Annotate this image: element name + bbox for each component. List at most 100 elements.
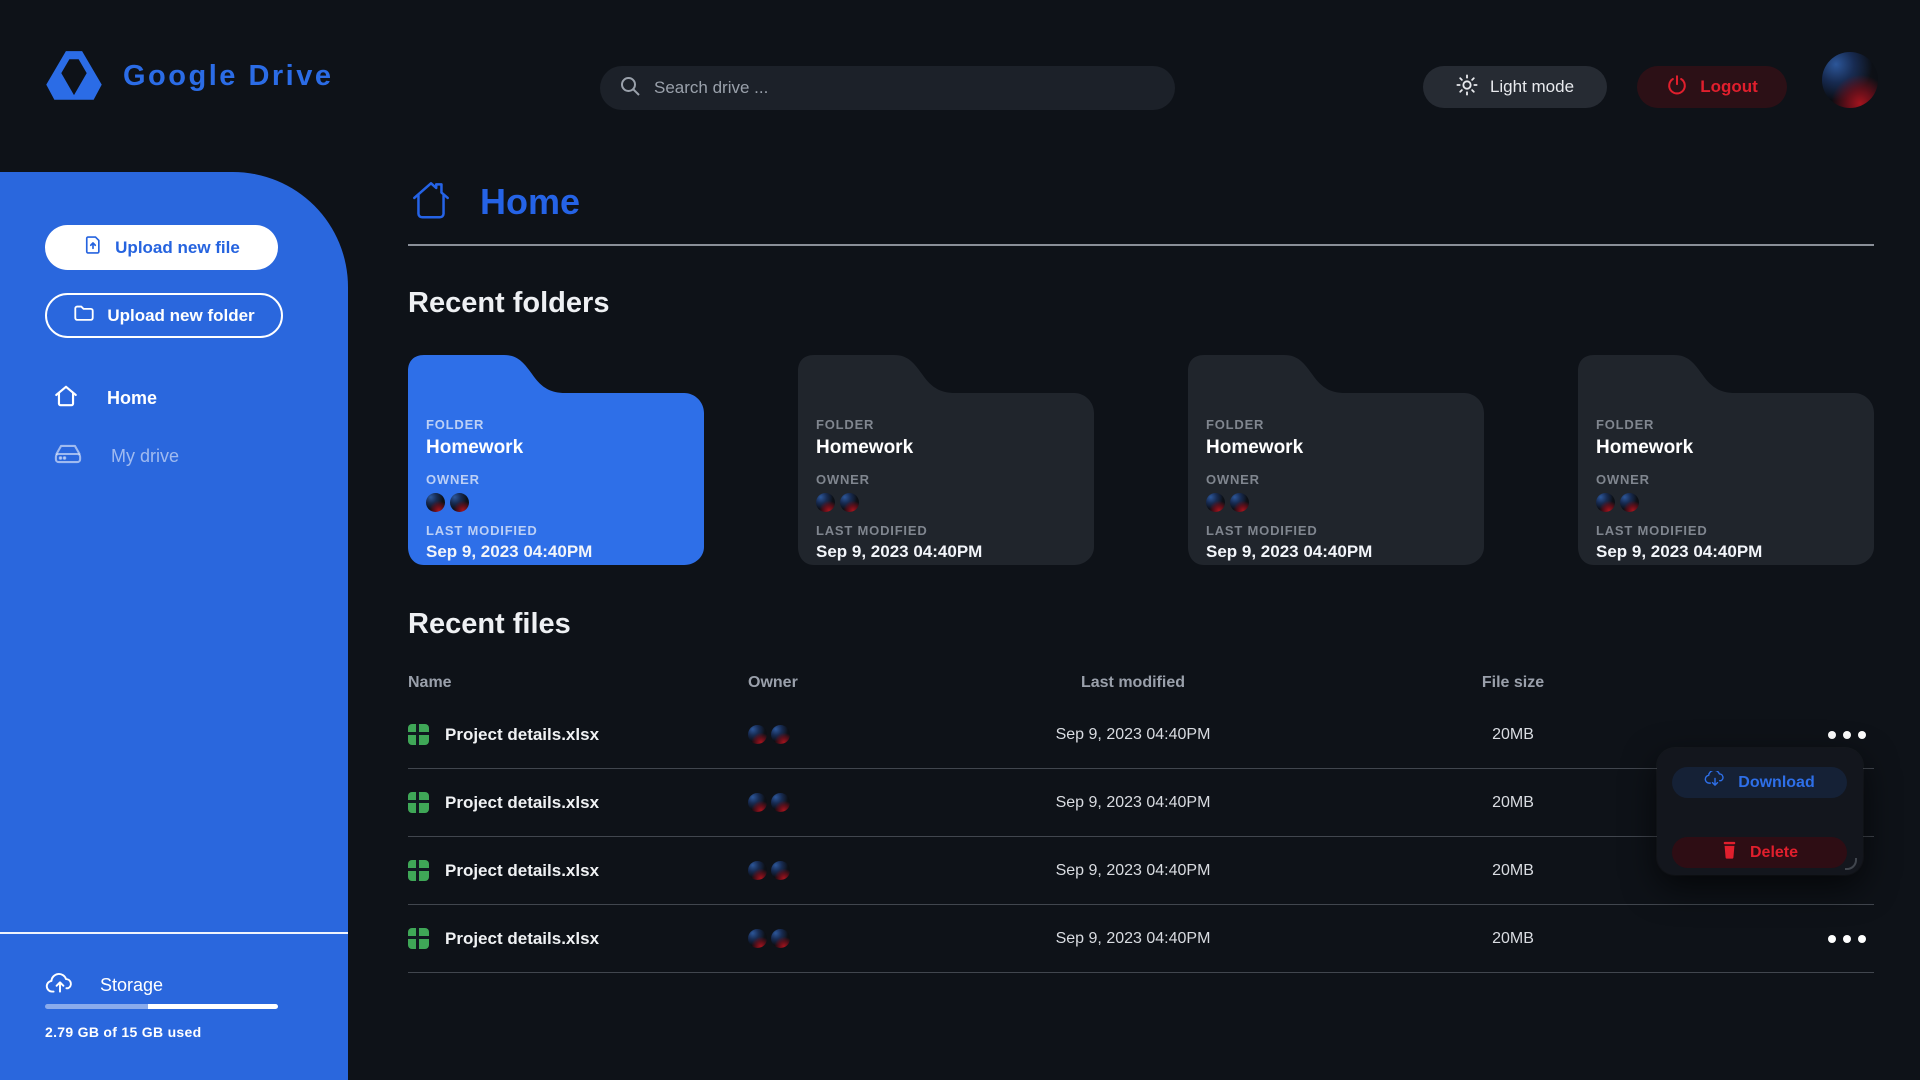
owner-avatar xyxy=(748,725,767,744)
trash-icon xyxy=(1721,841,1738,864)
file-upload-icon xyxy=(83,235,103,260)
folder-modified-value: Sep 9, 2023 04:40PM xyxy=(1206,542,1373,561)
power-icon xyxy=(1666,74,1688,101)
owner-avatar xyxy=(450,493,469,512)
file-name: Project details.xlsx xyxy=(445,724,600,744)
file-owners xyxy=(748,929,888,948)
file-modified: Sep 9, 2023 04:40PM xyxy=(1055,725,1211,743)
delete-label: Delete xyxy=(1749,843,1799,861)
storage-progress-bar xyxy=(45,1004,278,1009)
folder-owner-label: OWNER xyxy=(816,472,870,487)
owner-avatar xyxy=(771,929,790,948)
spreadsheet-icon xyxy=(408,928,429,949)
file-owners xyxy=(748,861,888,880)
folder-owner-label: OWNER xyxy=(1596,472,1650,487)
file-owners xyxy=(748,793,888,812)
owner-avatar xyxy=(840,493,859,512)
sidebar-item-home[interactable]: Home xyxy=(53,383,157,414)
brand-name: Google Drive xyxy=(123,59,334,92)
search-icon xyxy=(618,74,642,103)
folder-card[interactable]: FOLDER Homework OWNER LAST MODIFIED Sep … xyxy=(1578,355,1874,565)
folder-type-label: FOLDER xyxy=(426,417,485,432)
folder-shape xyxy=(1578,355,1874,565)
owner-avatar xyxy=(748,861,767,880)
folder-owners xyxy=(1206,493,1484,512)
owner-avatar xyxy=(771,725,790,744)
folder-card[interactable]: FOLDER Homework OWNER LAST MODIFIED Sep … xyxy=(408,355,704,565)
table-row[interactable]: Project details.xlsx Sep 9, 2023 04:40PM… xyxy=(408,769,1874,837)
folder-owner-label: OWNER xyxy=(426,472,480,487)
folder-owners xyxy=(1596,493,1874,512)
owner-avatar xyxy=(1206,493,1225,512)
folder-shape xyxy=(798,355,1094,565)
cloud-upload-icon xyxy=(45,971,75,1000)
search-bar[interactable] xyxy=(600,66,1175,110)
folder-modified-value: Sep 9, 2023 04:40PM xyxy=(426,542,593,561)
folder-card[interactable]: FOLDER Homework OWNER LAST MODIFIED Sep … xyxy=(798,355,1094,565)
table-header-row: Name Owner Last modified File size xyxy=(408,665,1874,701)
folder-modified-value: Sep 9, 2023 04:40PM xyxy=(816,542,983,561)
file-owners xyxy=(748,725,888,744)
storage-bar-free xyxy=(147,1004,278,1009)
spreadsheet-icon xyxy=(408,724,429,745)
owner-avatar xyxy=(748,793,767,812)
delete-button[interactable]: Delete xyxy=(1672,837,1847,868)
folder-type-label: FOLDER xyxy=(1206,417,1265,432)
user-avatar[interactable] xyxy=(1822,52,1878,108)
table-row[interactable]: Project details.xlsx Sep 9, 2023 04:40PM… xyxy=(408,905,1874,973)
folder-owners xyxy=(816,493,1094,512)
sidebar-item-my-drive-label: My drive xyxy=(111,446,180,466)
owner-avatar xyxy=(771,793,790,812)
sidebar: Upload new file Upload new folder Home xyxy=(0,172,348,1080)
file-name: Project details.xlsx xyxy=(445,860,600,880)
sidebar-item-home-label: Home xyxy=(107,388,158,408)
owner-avatar xyxy=(1620,493,1639,512)
row-actions-menu-button[interactable] xyxy=(1828,934,1874,943)
logout-button[interactable]: Logout xyxy=(1637,66,1787,108)
download-label: Download xyxy=(1738,773,1815,791)
download-button[interactable]: Download xyxy=(1672,767,1847,798)
search-input[interactable] xyxy=(654,78,1157,98)
folder-modified-label: LAST MODIFIED xyxy=(1596,523,1708,538)
page-title: Home xyxy=(408,176,580,227)
recent-files-table: Name Owner Last modified File size Proje… xyxy=(408,665,1874,973)
folder-modified-label: LAST MODIFIED xyxy=(816,523,928,538)
sidebar-item-my-drive[interactable]: My drive xyxy=(53,441,179,472)
row-actions-menu-button[interactable] xyxy=(1828,730,1874,739)
light-mode-button[interactable]: Light mode xyxy=(1423,66,1607,108)
table-row[interactable]: Project details.xlsx Sep 9, 2023 04:40PM… xyxy=(408,701,1874,769)
spreadsheet-icon xyxy=(408,860,429,881)
hard-drive-icon xyxy=(53,441,83,472)
folder-name: Homework xyxy=(1596,437,1694,458)
title-divider xyxy=(408,244,1874,246)
google-drive-icon xyxy=(45,50,103,102)
storage-divider xyxy=(0,932,348,934)
owner-avatar xyxy=(1230,493,1249,512)
file-modified: Sep 9, 2023 04:40PM xyxy=(1055,929,1211,947)
folder-type-label: FOLDER xyxy=(816,417,875,432)
folder-modified-label: LAST MODIFIED xyxy=(426,523,538,538)
file-size: 20MB xyxy=(1492,929,1534,947)
logout-label: Logout xyxy=(1700,77,1758,96)
menu-fold-decoration xyxy=(1845,858,1857,870)
storage-section: Storage xyxy=(45,971,163,1000)
table-row[interactable]: Project details.xlsx Sep 9, 2023 04:40PM… xyxy=(408,837,1874,905)
folder-card[interactable]: FOLDER Homework OWNER LAST MODIFIED Sep … xyxy=(1188,355,1484,565)
folder-shape xyxy=(408,355,704,565)
folder-owners xyxy=(426,493,704,512)
folder-name: Homework xyxy=(426,437,524,458)
file-name: Project details.xlsx xyxy=(445,792,600,812)
brand-logo: Google Drive xyxy=(45,50,334,102)
recent-folders-list: FOLDER Homework OWNER LAST MODIFIED Sep … xyxy=(408,355,1874,565)
storage-bar-used xyxy=(45,1004,148,1009)
owner-avatar xyxy=(771,861,790,880)
file-size: 20MB xyxy=(1492,725,1534,743)
recent-folders-heading: Recent folders xyxy=(408,287,610,319)
upload-folder-button[interactable]: Upload new folder xyxy=(45,293,283,338)
folder-shape xyxy=(1188,355,1484,565)
owner-avatar xyxy=(748,929,767,948)
upload-file-button[interactable]: Upload new file xyxy=(45,225,278,270)
column-header-owner: Owner xyxy=(748,674,798,691)
spreadsheet-icon xyxy=(408,792,429,813)
